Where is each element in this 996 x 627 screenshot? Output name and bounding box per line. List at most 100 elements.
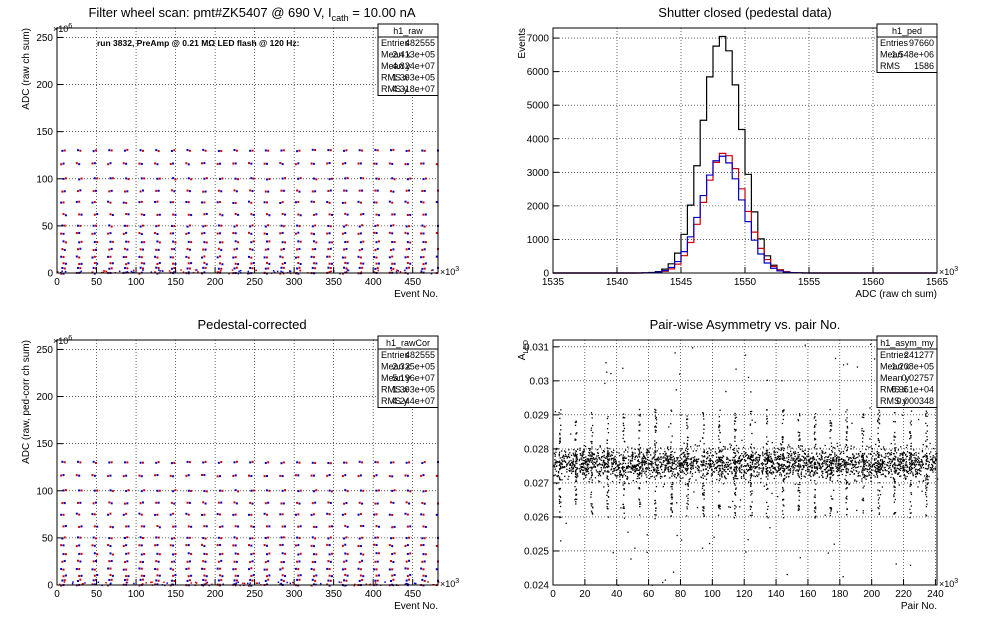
data-point bbox=[682, 470, 683, 471]
data-point bbox=[803, 456, 804, 457]
data-point bbox=[888, 468, 889, 469]
data-point bbox=[594, 459, 595, 460]
data-point bbox=[378, 489, 380, 491]
data-point bbox=[760, 478, 761, 479]
data-point bbox=[394, 552, 396, 554]
data-point bbox=[107, 256, 109, 258]
data-point bbox=[569, 468, 570, 469]
data-point bbox=[575, 421, 576, 422]
data-point bbox=[250, 514, 252, 516]
data-point bbox=[279, 256, 281, 258]
data-point bbox=[407, 475, 409, 477]
data-point bbox=[576, 455, 577, 456]
data-point bbox=[94, 162, 96, 164]
data-point bbox=[219, 475, 221, 477]
data-point bbox=[660, 478, 661, 479]
data-point bbox=[654, 503, 655, 504]
data-point bbox=[314, 190, 316, 192]
data-point bbox=[568, 462, 569, 463]
data-point bbox=[390, 267, 392, 269]
data-point bbox=[79, 461, 81, 463]
data-point bbox=[752, 452, 753, 453]
data-point bbox=[853, 456, 854, 457]
data-point bbox=[568, 454, 569, 455]
data-point bbox=[94, 545, 96, 547]
data-point bbox=[671, 515, 672, 516]
data-point bbox=[158, 225, 160, 227]
data-point bbox=[801, 459, 802, 460]
data-point bbox=[720, 457, 721, 458]
data-point bbox=[601, 457, 602, 458]
data-point bbox=[286, 582, 288, 584]
data-point bbox=[674, 468, 675, 469]
data-point bbox=[812, 459, 813, 460]
data-point bbox=[687, 466, 688, 467]
data-point bbox=[888, 458, 889, 459]
data-point bbox=[683, 467, 684, 468]
data-point bbox=[561, 459, 562, 460]
data-point bbox=[360, 262, 362, 264]
data-point bbox=[911, 461, 912, 462]
data-point bbox=[141, 475, 143, 477]
data-point bbox=[404, 270, 406, 272]
data-point bbox=[845, 475, 846, 476]
data-point bbox=[159, 526, 161, 528]
data-point bbox=[61, 502, 63, 504]
data-point bbox=[783, 410, 784, 411]
data-point bbox=[709, 448, 710, 449]
data-point bbox=[77, 536, 79, 538]
x-tick-label: 0 bbox=[54, 277, 60, 288]
data-point bbox=[720, 460, 721, 461]
data-point bbox=[138, 201, 140, 203]
data-point bbox=[425, 526, 427, 528]
data-point bbox=[610, 473, 611, 474]
data-point bbox=[758, 461, 759, 462]
data-point bbox=[359, 190, 361, 192]
data-point bbox=[235, 514, 237, 516]
data-point bbox=[700, 461, 701, 462]
data-point bbox=[737, 462, 738, 463]
data-point bbox=[763, 463, 764, 464]
data-point bbox=[637, 473, 638, 474]
data-point bbox=[930, 443, 931, 444]
data-point bbox=[313, 569, 315, 571]
data-point bbox=[575, 471, 576, 472]
data-point bbox=[591, 443, 592, 444]
data-point bbox=[922, 462, 923, 463]
data-point bbox=[218, 561, 220, 563]
data-point bbox=[623, 425, 624, 426]
data-point bbox=[767, 418, 768, 419]
data-point bbox=[739, 458, 740, 459]
data-point bbox=[827, 466, 828, 467]
data-point bbox=[781, 475, 782, 476]
data-point bbox=[267, 560, 269, 562]
data-point bbox=[933, 462, 934, 463]
data-point bbox=[659, 453, 660, 454]
data-point bbox=[591, 477, 592, 478]
data-point bbox=[142, 537, 144, 539]
data-point bbox=[743, 470, 744, 471]
data-point bbox=[253, 526, 255, 528]
data-point bbox=[234, 561, 236, 563]
data-point bbox=[566, 471, 567, 472]
data-point bbox=[608, 462, 609, 463]
data-point bbox=[79, 267, 81, 269]
data-point bbox=[218, 190, 220, 192]
data-point bbox=[865, 449, 866, 450]
data-point bbox=[734, 512, 735, 513]
data-point bbox=[801, 478, 802, 479]
data-point bbox=[639, 444, 640, 445]
data-point bbox=[669, 461, 670, 462]
data-point bbox=[832, 467, 833, 468]
data-point bbox=[907, 445, 908, 446]
data-point bbox=[667, 469, 668, 470]
data-point bbox=[918, 481, 919, 482]
data-point bbox=[663, 462, 664, 463]
data-point bbox=[559, 465, 560, 466]
data-point bbox=[798, 470, 799, 471]
data-point bbox=[565, 461, 566, 462]
data-point bbox=[654, 459, 655, 460]
data-point bbox=[361, 503, 363, 505]
data-point bbox=[840, 453, 841, 454]
data-point bbox=[65, 214, 67, 216]
